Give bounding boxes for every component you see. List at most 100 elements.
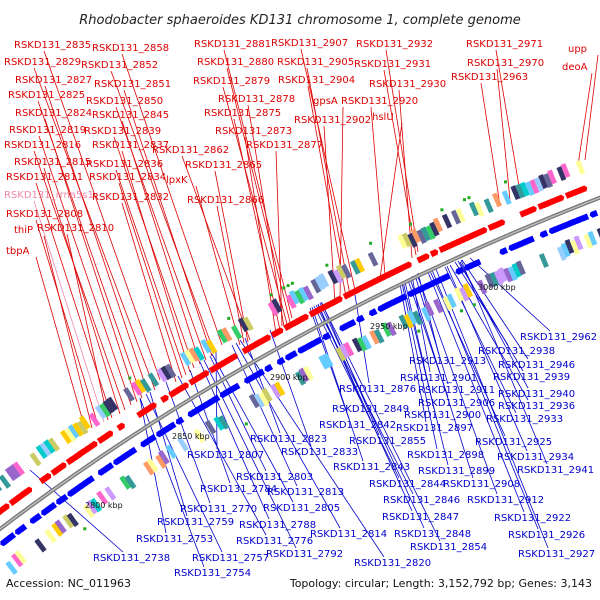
gene-label[interactable]: RSKD131_2803 (236, 472, 313, 483)
gene-label[interactable]: RSKD131_2862 (152, 145, 229, 156)
gene-label[interactable]: RSKD131_2934 (497, 452, 574, 463)
gene-label[interactable]: RSKD131_2823 (250, 434, 327, 445)
gene-label[interactable]: RSKD131_2900 (404, 410, 481, 421)
gene-label[interactable]: RSKD131_2902 (294, 115, 371, 126)
gene-label[interactable]: RSKD131_2753 (136, 534, 213, 545)
gene-label[interactable]: RSKD131_2899 (418, 466, 495, 477)
gene-label[interactable]: RSKD131_2911 (418, 385, 495, 396)
gene-label[interactable]: RSKD131_2846 (383, 495, 460, 506)
gene-label[interactable]: RSKD131_2851 (94, 79, 171, 90)
gene-label[interactable]: RSKD131_2855 (349, 436, 426, 447)
gene-label[interactable]: lpxK (166, 175, 188, 186)
gene-label[interactable]: RSKD131_2930 (369, 79, 446, 90)
gene-label[interactable]: RSKD131_2784 (200, 484, 277, 495)
gene-label[interactable]: RSKD131_2833 (281, 447, 358, 458)
gene-label[interactable]: RSKD131_2738 (93, 553, 170, 564)
gene-label[interactable]: RSKD131_2933 (486, 414, 563, 425)
gene-label[interactable]: RSKD131_2925 (475, 437, 552, 448)
gene-label[interactable]: RSKD131_2931 (354, 59, 431, 70)
gene-label[interactable]: RSKD131_2858 (92, 43, 169, 54)
gene-label[interactable]: RSKD131_2873 (215, 126, 292, 137)
gene-label[interactable]: RSKD131_2759 (157, 517, 234, 528)
gene-label[interactable]: RSKD131_2901 (400, 373, 477, 384)
gene-label[interactable]: RSKD131_2913 (409, 356, 486, 367)
gene-label[interactable]: RSKD131_2845 (92, 110, 169, 121)
gene-label[interactable]: RSKD131_2963 (451, 72, 528, 83)
gene-label[interactable]: RSKD131_2849 (332, 404, 409, 415)
gene-label[interactable]: RSKD131_2810 (37, 223, 114, 234)
gene-label[interactable]: RSKD131_2876 (339, 384, 416, 395)
gene-label[interactable]: RSKD131_2854 (410, 542, 487, 553)
gene-label[interactable]: RSKD131_2820 (354, 558, 431, 569)
gene-label[interactable]: RSKD131_2835 (14, 40, 91, 51)
gene-label[interactable]: RSKD131_2754 (174, 568, 251, 579)
gene-label[interactable]: RSKD131_2770 (180, 504, 257, 515)
gene-label[interactable]: RSKD131_2906 (418, 398, 495, 409)
gene-label[interactable]: RSKD131_2875 (204, 108, 281, 119)
gene-label[interactable]: RSKD131_2927 (518, 549, 595, 560)
gene-label[interactable]: thiP (14, 225, 33, 236)
gene-label[interactable]: RSKD131_2805 (263, 503, 340, 514)
gene-label[interactable]: RSKD131_2807 (187, 450, 264, 461)
gene-label[interactable]: RSKD131_2814 (310, 529, 387, 540)
gene-label[interactable]: RSKD131_2788 (239, 520, 316, 531)
gene-label[interactable]: RSKD131_2811 (6, 172, 83, 183)
gene-label[interactable]: RSKD131_2932 (356, 39, 433, 50)
gene-label[interactable]: RSKD131_2842 (319, 420, 396, 431)
gene-label[interactable]: RSKD131_2880 (197, 57, 274, 68)
gene-label[interactable]: RSKD131_2946 (498, 360, 575, 371)
gene-label[interactable]: RSKD131_2936 (498, 401, 575, 412)
gene-label[interactable]: RSKD131_2866 (187, 195, 264, 206)
gene-label[interactable]: RSKD131_2757 (192, 553, 269, 564)
gene-label[interactable]: deoA (562, 62, 588, 73)
gene-label[interactable]: RSKD131_2834 (89, 172, 166, 183)
gene-label[interactable]: RSKD131_2939 (493, 372, 570, 383)
gene-label[interactable]: RSKD131_2881 (194, 39, 271, 50)
gene-label[interactable]: RSKD131_2844 (369, 479, 446, 490)
gene-label[interactable]: RSKD131_2962 (520, 332, 597, 343)
gene-label[interactable]: RSKD131_2825 (8, 90, 85, 101)
gene-label[interactable]: RSKD131_2832 (92, 192, 169, 203)
gene-label[interactable]: RSKD131_2824 (15, 108, 92, 119)
gene-label[interactable]: RSKD131_2852 (81, 60, 158, 71)
gene-label[interactable]: RSKD131_2922 (494, 513, 571, 524)
gene-label[interactable]: RSKD131_2920 (341, 96, 418, 107)
gene-label[interactable]: RSKD131_2904 (278, 75, 355, 86)
gene-label[interactable]: upp (568, 44, 587, 55)
gene-label[interactable]: RSKD131_2839 (84, 126, 161, 137)
gene-label[interactable]: RSKD131_2970 (467, 58, 544, 69)
gene-label[interactable]: RSKD131_2816 (4, 140, 81, 151)
gene-label[interactable]: RSKD131_2940 (498, 389, 575, 400)
gene-label[interactable]: RSKD131_rrna5s1 (4, 190, 94, 201)
gene-label[interactable]: tbpA (6, 246, 30, 257)
gene-label[interactable]: RSKD131_2905 (277, 57, 354, 68)
gene-label[interactable]: RSKD131_2850 (86, 96, 163, 107)
gene-label[interactable]: RSKD131_2926 (508, 530, 585, 541)
gene-label[interactable]: RSKD131_2877 (246, 140, 323, 151)
gene-label[interactable]: RSKD131_2808 (6, 209, 83, 220)
gene-label[interactable]: RSKD131_2829 (4, 57, 81, 68)
gene-label[interactable]: RSKD131_2827 (15, 75, 92, 86)
gene-label[interactable]: RSKD131_2907 (271, 38, 348, 49)
gene-label[interactable]: RSKD131_2938 (478, 346, 555, 357)
gene-label[interactable]: RSKD131_2813 (267, 487, 344, 498)
gene-label[interactable]: RSKD131_2776 (236, 536, 313, 547)
gene-label[interactable]: RSKD131_2865 (185, 160, 262, 171)
gene-label[interactable]: RSKD131_2941 (517, 465, 594, 476)
gene-label[interactable]: RSKD131_2815 (14, 157, 91, 168)
gene-label[interactable]: RSKD131_2971 (466, 39, 543, 50)
gene-label[interactable]: RSKD131_2792 (266, 549, 343, 560)
gene-label[interactable]: RSKD131_2848 (394, 529, 471, 540)
gene-label[interactable]: hslU (372, 112, 394, 123)
gene-label[interactable]: gpsA (313, 96, 338, 107)
gene-label[interactable]: RSKD131_2819 (9, 125, 86, 136)
gene-label[interactable]: RSKD131_2847 (382, 512, 459, 523)
gene-label[interactable]: RSKD131_2836 (86, 159, 163, 170)
gene-label[interactable]: RSKD131_2912 (467, 495, 544, 506)
gene-label[interactable]: RSKD131_2879 (193, 76, 270, 87)
gene-label[interactable]: RSKD131_2878 (218, 94, 295, 105)
gene-label[interactable]: RSKD131_2898 (407, 450, 484, 461)
gene-label[interactable]: RSKD131_2908 (443, 479, 520, 490)
gene-label[interactable]: RSKD131_2897 (396, 423, 473, 434)
gene-label[interactable]: RSKD131_2837 (92, 140, 169, 151)
